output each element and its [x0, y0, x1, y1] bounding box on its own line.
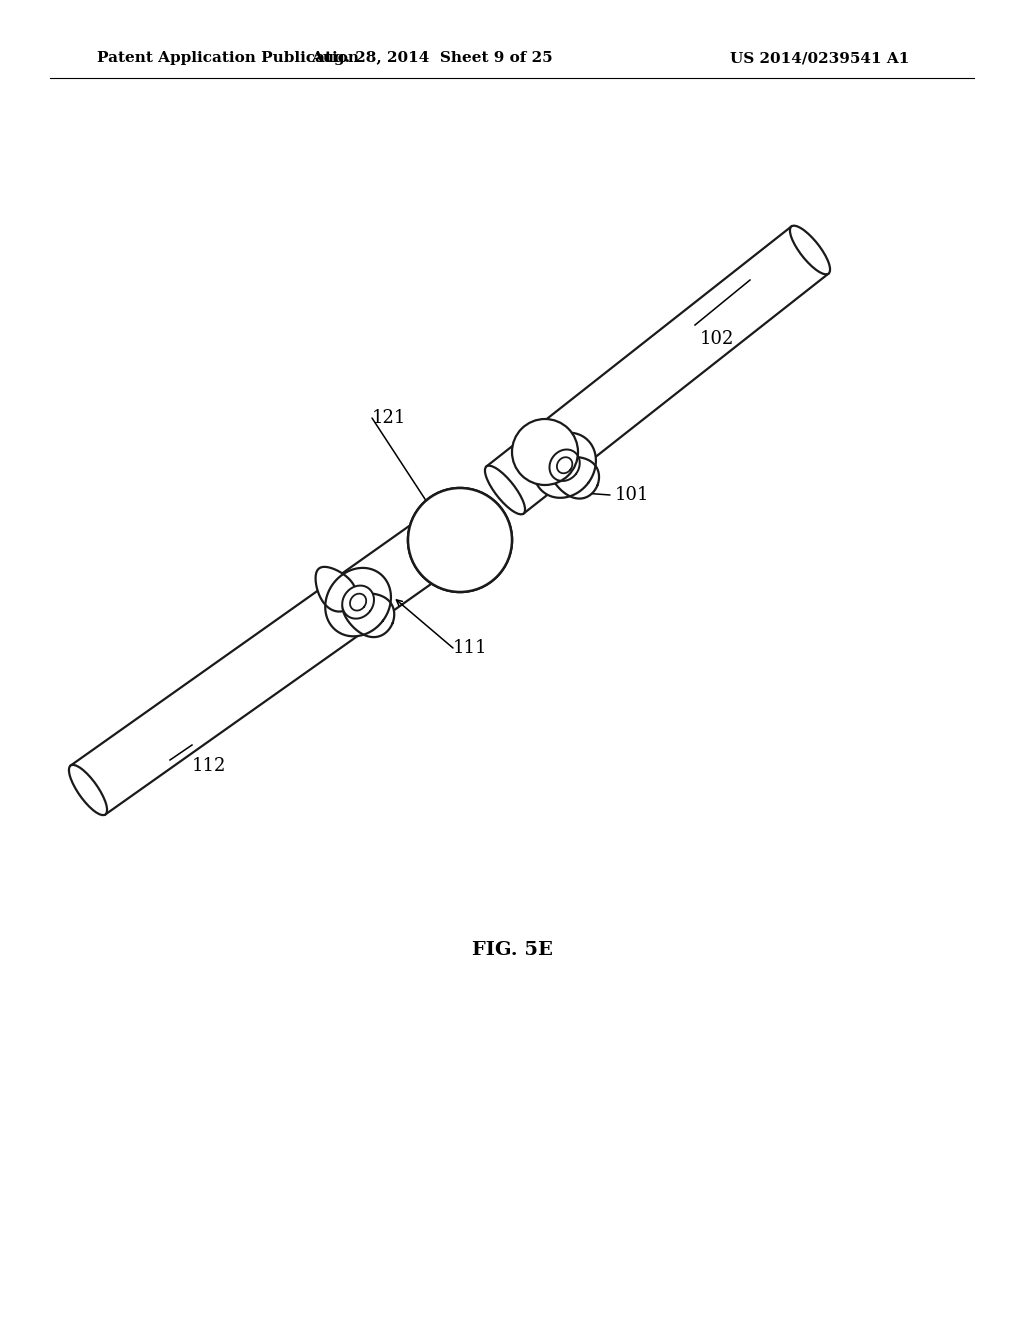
Polygon shape — [524, 432, 563, 474]
Ellipse shape — [485, 466, 525, 515]
Polygon shape — [550, 457, 599, 499]
Text: 101: 101 — [615, 486, 649, 504]
Text: US 2014/0239541 A1: US 2014/0239541 A1 — [730, 51, 909, 65]
Circle shape — [408, 488, 512, 591]
Ellipse shape — [790, 226, 830, 275]
Polygon shape — [550, 450, 580, 480]
Circle shape — [408, 488, 512, 591]
Polygon shape — [326, 568, 391, 636]
Text: Patent Application Publication: Patent Application Publication — [97, 51, 359, 65]
Polygon shape — [534, 433, 596, 498]
Text: Aug. 28, 2014  Sheet 9 of 25: Aug. 28, 2014 Sheet 9 of 25 — [311, 51, 553, 65]
Polygon shape — [486, 227, 828, 513]
Polygon shape — [71, 524, 447, 814]
Polygon shape — [315, 566, 356, 611]
Circle shape — [512, 418, 578, 484]
Ellipse shape — [69, 764, 108, 816]
Ellipse shape — [411, 523, 450, 573]
Polygon shape — [343, 594, 394, 638]
Text: 112: 112 — [193, 756, 226, 775]
Text: FIG. 5E: FIG. 5E — [472, 941, 552, 960]
Text: 121: 121 — [372, 409, 407, 426]
Text: 102: 102 — [700, 330, 734, 348]
Text: 111: 111 — [453, 639, 487, 657]
Polygon shape — [342, 586, 374, 619]
